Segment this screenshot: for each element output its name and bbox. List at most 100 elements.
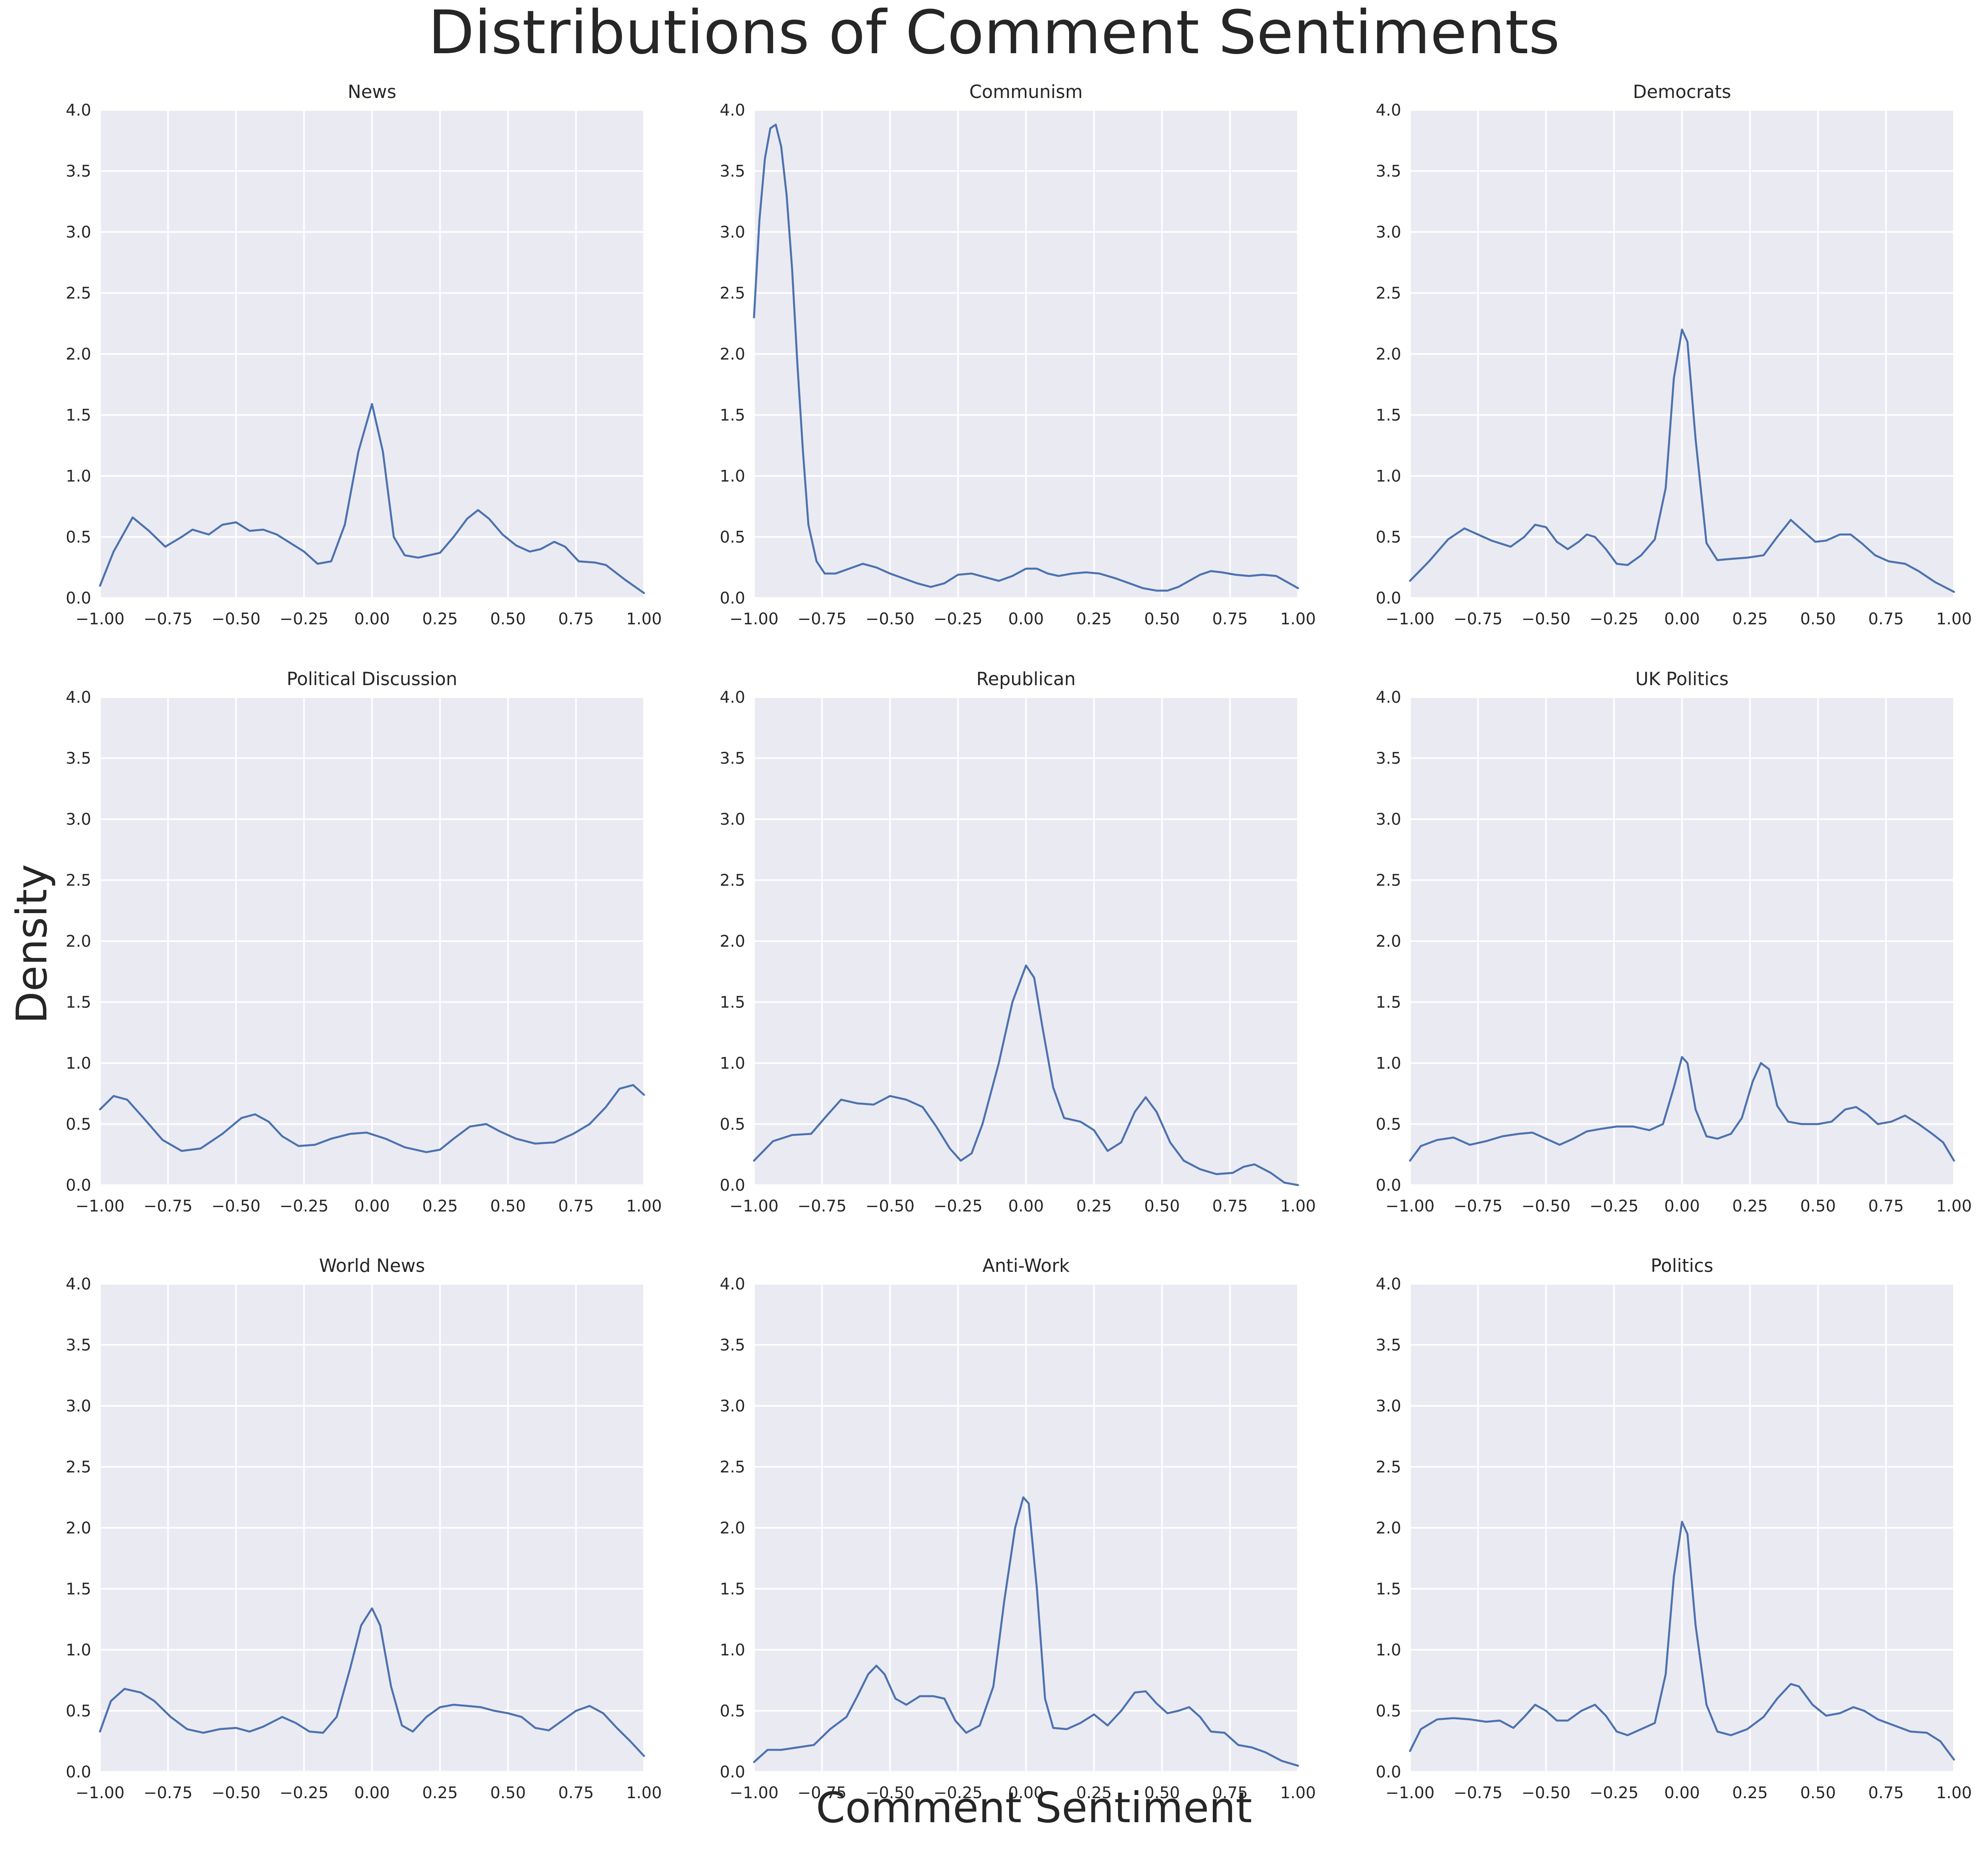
- subplot-title: Communism: [969, 81, 1082, 102]
- x-tick-label: 0.50: [1800, 610, 1836, 628]
- x-tick-label: 0.75: [558, 1784, 594, 1802]
- x-tick-label: −0.25: [1590, 610, 1639, 628]
- y-tick-label: 2.5: [66, 872, 91, 890]
- density-line: [1409, 328, 1955, 593]
- x-tick-label: 1.00: [626, 610, 662, 628]
- y-tick-label: 0.0: [720, 1763, 745, 1781]
- y-tick-label: 1.5: [720, 1580, 745, 1599]
- x-tick-label: −1.00: [76, 1197, 125, 1215]
- x-tick-label: 0.50: [490, 1197, 526, 1215]
- y-tick-label: 3.0: [1376, 223, 1401, 242]
- x-tick-label: −1.00: [730, 1784, 779, 1802]
- x-tick-label: 0.50: [1144, 1784, 1180, 1802]
- y-tick-label: 3.5: [66, 1336, 91, 1355]
- y-tick-label: 1.0: [720, 1641, 745, 1659]
- x-tick-label: 0.50: [1144, 1197, 1180, 1215]
- x-tick-label: 1.00: [1936, 1197, 1972, 1215]
- y-tick-label: 3.5: [66, 162, 91, 181]
- y-tick-label: 4.0: [1376, 101, 1401, 120]
- y-tick-label: 3.0: [1376, 810, 1401, 829]
- y-tick-label: 2.0: [720, 932, 745, 951]
- subplot-5: −1.00 −0.75 −0.50 −0.25 0.00 0.25 0.50 0.75 1.00…: [720, 668, 1316, 1215]
- x-tick-label: −0.50: [212, 1784, 261, 1802]
- x-tick-label: 0.00: [1664, 1197, 1700, 1215]
- y-tick-label: 1.5: [1376, 1580, 1401, 1599]
- x-tick-label: 1.00: [1280, 1784, 1316, 1802]
- x-tick-label: 0.50: [490, 1784, 526, 1802]
- density-line: [99, 403, 645, 594]
- x-tick-label: 0.25: [1732, 1197, 1768, 1215]
- x-tick-label: 0.50: [1800, 1784, 1836, 1802]
- x-tick-label: 0.00: [1008, 1197, 1044, 1215]
- subplot-title: News: [348, 81, 396, 102]
- y-tick-label: 1.0: [66, 467, 91, 486]
- y-tick-label: 4.0: [66, 101, 91, 120]
- y-tick-label: 1.0: [720, 467, 745, 486]
- x-tick-label: 0.25: [1732, 610, 1768, 628]
- x-tick-label: −0.75: [798, 1197, 847, 1215]
- x-tick-label: 0.25: [422, 1197, 458, 1215]
- y-tick-label: 2.5: [1376, 1458, 1401, 1477]
- x-tick-label: −0.50: [866, 610, 915, 628]
- x-tick-label: −0.75: [798, 610, 847, 628]
- figure-x-axis-label: Comment Sentiment: [816, 1783, 1252, 1832]
- y-tick-label: 0.5: [66, 1702, 91, 1721]
- y-tick-label: 3.5: [66, 750, 91, 768]
- y-tick-label: 1.0: [66, 1641, 91, 1659]
- y-tick-label: 2.5: [1376, 284, 1401, 303]
- x-tick-label: −0.50: [1522, 1197, 1571, 1215]
- y-tick-label: 1.5: [1376, 406, 1401, 425]
- subplot-7: −1.00 −0.75 −0.50 −0.25 0.00 0.25 0.50 0.75 1.00…: [66, 1255, 662, 1802]
- y-tick-label: 3.0: [66, 223, 91, 242]
- y-tick-label: 3.5: [720, 162, 745, 181]
- y-tick-label: 2.0: [66, 345, 91, 364]
- subplot-4: −1.00 −0.75 −0.50 −0.25 0.00 0.25 0.50 0.75 1.00…: [66, 668, 662, 1215]
- x-tick-label: −0.50: [866, 1784, 915, 1802]
- y-tick-label: 2.5: [66, 1458, 91, 1477]
- y-tick-label: 0.0: [1376, 1176, 1401, 1195]
- x-tick-label: 1.00: [1280, 610, 1316, 628]
- subplot-title: Politics: [1651, 1255, 1713, 1276]
- x-tick-label: 0.00: [1008, 610, 1044, 628]
- x-tick-label: −0.50: [1522, 1784, 1571, 1802]
- y-tick-label: 0.0: [66, 589, 91, 608]
- y-tick-label: 0.5: [66, 1115, 91, 1134]
- y-tick-label: 3.5: [720, 1336, 745, 1355]
- y-tick-label: 2.0: [66, 932, 91, 951]
- x-tick-label: 0.50: [1800, 1197, 1836, 1215]
- y-tick-label: 0.5: [1376, 528, 1401, 547]
- x-tick-label: −0.75: [1454, 1197, 1503, 1215]
- subplot-2: −1.00 −0.75 −0.50 −0.25 0.00 0.25 0.50 0.75 1.00…: [720, 81, 1316, 628]
- density-line: [753, 1496, 1299, 1767]
- y-tick-label: 2.5: [720, 1458, 745, 1477]
- y-tick-label: 4.0: [66, 688, 91, 707]
- y-axis-label-text: Density: [8, 864, 56, 1024]
- x-tick-label: −1.00: [1386, 610, 1435, 628]
- y-tick-label: 1.5: [1376, 993, 1401, 1012]
- y-tick-label: 4.0: [66, 1275, 91, 1293]
- x-tick-label: −0.25: [934, 1197, 983, 1215]
- subplot-title: Democrats: [1633, 81, 1731, 102]
- x-tick-label: −0.25: [1590, 1784, 1639, 1802]
- x-tick-label: 0.75: [1868, 1197, 1904, 1215]
- subplot-3: −1.00 −0.75 −0.50 −0.25 0.00 0.25 0.50 0.75 1.00…: [1376, 81, 1972, 628]
- y-tick-label: 3.0: [1376, 1397, 1401, 1415]
- y-tick-label: 4.0: [720, 101, 745, 120]
- x-tick-label: 0.00: [1664, 1784, 1700, 1802]
- x-tick-label: −0.50: [1522, 610, 1571, 628]
- y-tick-label: 0.5: [66, 528, 91, 547]
- y-tick-label: 1.5: [66, 993, 91, 1012]
- x-tick-label: 0.25: [1076, 1784, 1112, 1802]
- y-tick-label: 2.0: [1376, 932, 1401, 951]
- x-tick-label: 0.25: [1076, 1197, 1112, 1215]
- y-tick-label: 3.5: [1376, 162, 1401, 181]
- x-tick-label: 0.75: [1212, 1784, 1248, 1802]
- subplot-title: Political Discussion: [287, 668, 458, 690]
- y-tick-label: 0.5: [720, 1115, 745, 1134]
- x-tick-label: 0.50: [490, 610, 526, 628]
- y-tick-label: 0.5: [1376, 1702, 1401, 1721]
- subplot-1: −1.00 −0.75 −0.50 −0.25 0.00 0.25 0.50 0.75 1.00…: [66, 81, 662, 628]
- y-tick-label: 2.5: [66, 284, 91, 303]
- y-tick-label: 0.0: [66, 1763, 91, 1781]
